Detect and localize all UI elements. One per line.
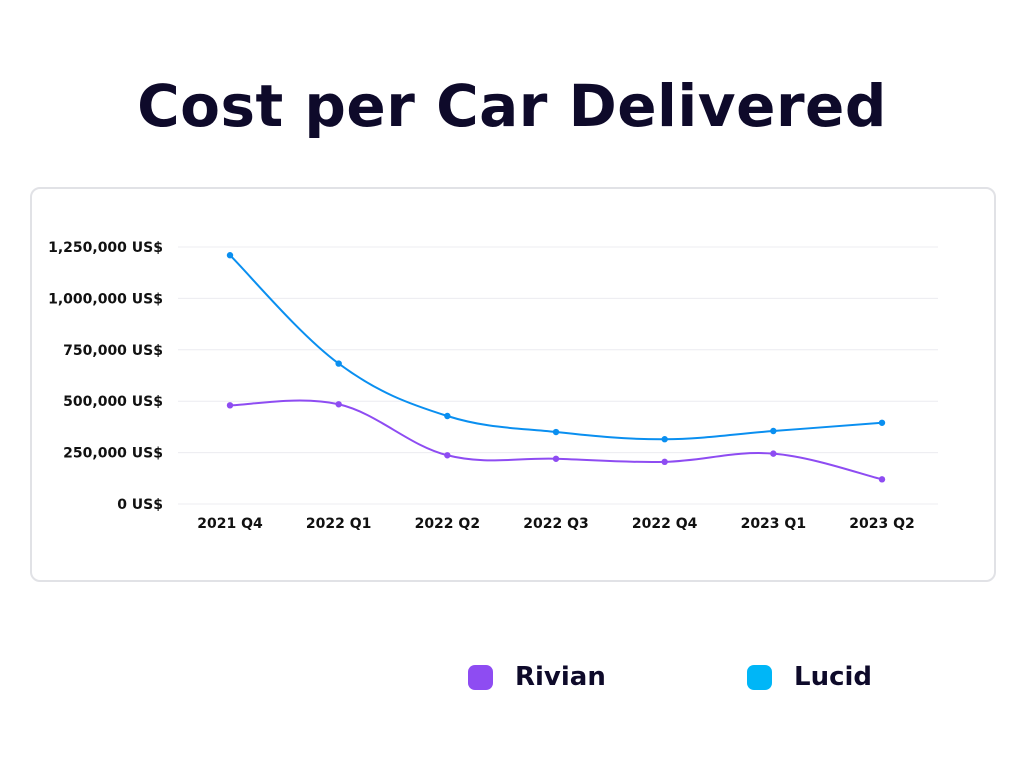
data-point-rivian[interactable] — [770, 450, 777, 457]
y-tick-label: 1,000,000 US$ — [48, 291, 163, 307]
y-tick-label: 1,250,000 US$ — [48, 240, 163, 256]
legend-label-rivian: Rivian — [515, 662, 606, 692]
series-lines — [229, 254, 883, 481]
line-chart: 0 US$ 250,000 US$ 500,000 US$ 750,000 US$ 1,… — [48, 240, 938, 532]
x-tick-label: 2022 Q1 — [306, 516, 371, 532]
data-point-rivian[interactable] — [552, 455, 560, 462]
data-point-lucid[interactable] — [335, 360, 342, 367]
data-point-lucid[interactable] — [226, 252, 234, 259]
y-tick-label: 0 US$ — [117, 497, 163, 513]
x-tick-label: 2023 Q1 — [741, 516, 806, 532]
chart-card: 0 US$ 250,000 US$ 500,000 US$ 750,000 US$ 1,… — [30, 187, 996, 582]
y-tick-label: 250,000 US$ — [63, 446, 163, 462]
data-point-rivian[interactable] — [444, 452, 451, 459]
x-tick-label: 2022 Q2 — [415, 516, 480, 532]
series-points — [226, 252, 886, 483]
chart-title: Cost per Car Delivered — [137, 72, 887, 140]
y-axis-ticks: 0 US$ 250,000 US$ 500,000 US$ 750,000 US$ 1,… — [48, 240, 163, 513]
legend: Rivian Lucid — [0, 660, 1024, 694]
y-tick-label: 500,000 US$ — [63, 394, 163, 410]
data-point-lucid[interactable] — [444, 412, 451, 420]
data-point-rivian[interactable] — [226, 402, 234, 409]
series-line-lucid — [229, 254, 883, 441]
data-point-lucid[interactable] — [770, 427, 777, 435]
legend-item-rivian[interactable]: Rivian — [468, 660, 606, 694]
data-point-lucid[interactable] — [661, 436, 668, 443]
x-tick-label: 2022 Q4 — [632, 516, 698, 532]
data-point-lucid[interactable] — [878, 419, 886, 426]
legend-item-lucid[interactable]: Lucid — [747, 660, 872, 694]
grid-lines — [178, 246, 938, 505]
legend-label-lucid: Lucid — [794, 662, 873, 692]
x-tick-label: 2022 Q3 — [523, 516, 588, 532]
legend-swatch-rivian — [468, 664, 493, 690]
legend-swatch-lucid — [747, 664, 772, 690]
y-tick-label: 750,000 US$ — [63, 343, 163, 359]
x-tick-label: 2021 Q4 — [197, 516, 263, 532]
data-point-rivian[interactable] — [661, 458, 668, 466]
data-point-lucid[interactable] — [552, 428, 560, 436]
data-point-rivian[interactable] — [335, 401, 342, 408]
x-tick-label: 2023 Q2 — [849, 516, 914, 532]
x-axis-ticks: 2021 Q4 2022 Q1 2022 Q2 2022 Q3 2022 Q4 2023 … — [197, 516, 914, 532]
series-line-rivian — [229, 399, 883, 481]
data-point-rivian[interactable] — [878, 476, 886, 483]
